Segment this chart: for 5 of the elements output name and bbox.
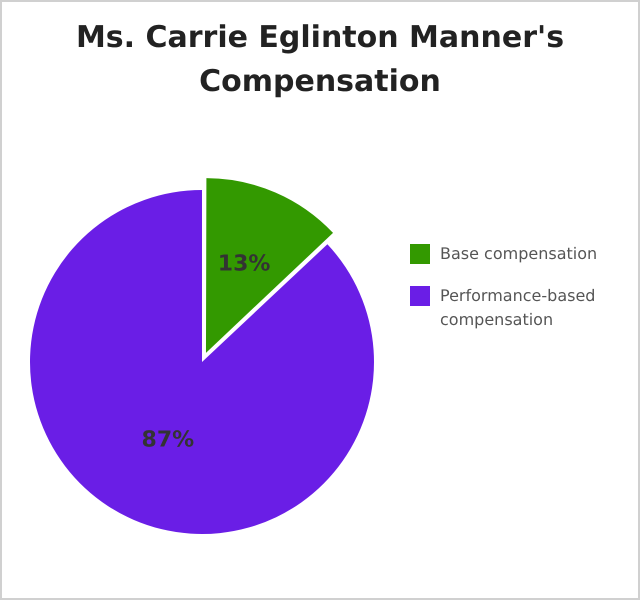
chart-title: Ms. Carrie Eglinton Manner's Compensation <box>74 19 566 101</box>
data-label: 87% <box>142 428 194 453</box>
legend-label: Performance-based compensation <box>440 285 596 331</box>
legend-label: Base compensation <box>440 243 598 265</box>
data-label: 13% <box>218 251 270 276</box>
